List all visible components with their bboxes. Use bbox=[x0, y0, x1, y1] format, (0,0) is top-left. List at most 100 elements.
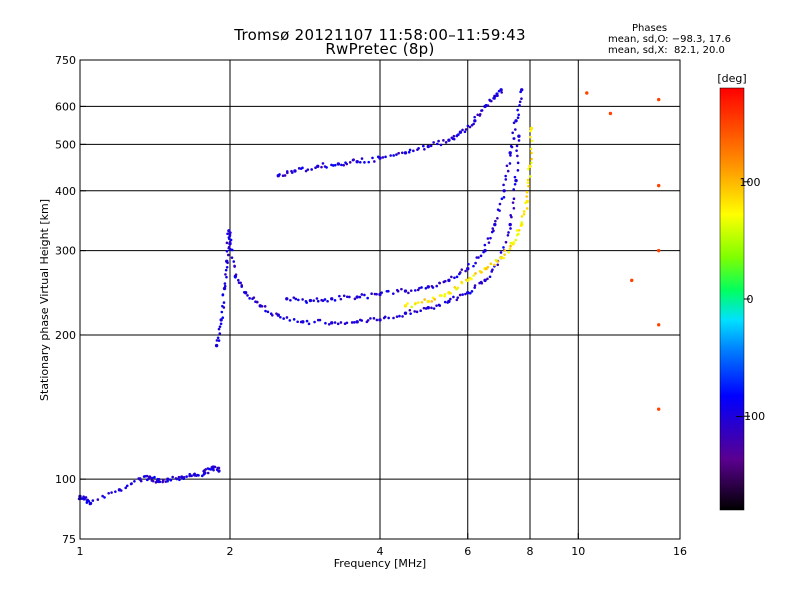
trace-point bbox=[216, 336, 220, 340]
trace-point bbox=[355, 320, 359, 324]
trace-point bbox=[263, 305, 267, 308]
trace-point bbox=[178, 478, 181, 482]
trace-point bbox=[219, 318, 223, 322]
trace-point bbox=[240, 285, 244, 288]
trace-point bbox=[525, 199, 529, 204]
trace-point bbox=[466, 278, 470, 283]
trace-point bbox=[483, 278, 487, 283]
trace-point bbox=[502, 183, 505, 187]
trace-point bbox=[478, 112, 482, 116]
trace-point bbox=[84, 496, 88, 499]
trace-point bbox=[355, 295, 359, 299]
trace-point bbox=[473, 115, 476, 119]
y-tick-label: 100 bbox=[55, 473, 76, 486]
trace-point bbox=[447, 138, 451, 142]
trace-point bbox=[371, 156, 374, 160]
trace-point bbox=[305, 301, 308, 304]
trace-point bbox=[489, 262, 493, 266]
trace-point bbox=[226, 253, 230, 257]
trace-point bbox=[516, 161, 520, 165]
trace-point bbox=[91, 499, 95, 502]
trace-point bbox=[407, 150, 411, 154]
trace-point bbox=[435, 304, 438, 307]
trace-point bbox=[504, 240, 508, 244]
trace-point bbox=[513, 182, 517, 186]
trace-point bbox=[447, 278, 451, 283]
trace-point bbox=[333, 299, 337, 302]
trace-point bbox=[350, 321, 354, 324]
trace-point bbox=[224, 268, 228, 272]
trace-point bbox=[180, 475, 184, 479]
trace-point bbox=[215, 339, 219, 342]
trace-point bbox=[417, 147, 420, 150]
trace-point bbox=[517, 113, 520, 117]
trace-point bbox=[492, 229, 495, 233]
trace-point bbox=[413, 289, 417, 292]
trace-point bbox=[190, 474, 193, 478]
trace-point bbox=[512, 197, 516, 200]
trace-point bbox=[228, 232, 231, 235]
trace-point bbox=[466, 291, 470, 295]
trace-point bbox=[473, 284, 477, 287]
trace-point bbox=[473, 119, 477, 123]
colorbar-tick-label: 0 bbox=[747, 293, 754, 306]
trace-point bbox=[509, 213, 512, 217]
trace-point bbox=[426, 306, 430, 310]
trace-point bbox=[456, 296, 460, 299]
trace-point bbox=[103, 496, 106, 499]
trace-point bbox=[227, 245, 231, 249]
trace-point bbox=[308, 298, 313, 303]
trace-point bbox=[525, 195, 529, 198]
trace-point bbox=[466, 267, 470, 271]
x-axis-ticks: 1 2 4 6 8 10 16 bbox=[77, 533, 687, 558]
trace-point bbox=[585, 91, 589, 95]
trace-point bbox=[502, 195, 506, 199]
trace-point bbox=[452, 295, 455, 299]
trace-point bbox=[332, 164, 335, 167]
chart-title: Tromsø 20121107 11:58:00–11:59:43 bbox=[234, 26, 526, 44]
trace-point bbox=[182, 475, 186, 479]
trace-point bbox=[499, 251, 503, 254]
trace-point bbox=[339, 297, 343, 301]
trace-point bbox=[193, 472, 196, 476]
y-tick-label: 750 bbox=[55, 54, 76, 67]
trace-point bbox=[301, 320, 305, 324]
trace-point bbox=[340, 163, 343, 167]
trace-point bbox=[213, 465, 217, 469]
x-tick-label: 10 bbox=[571, 545, 585, 558]
trace-point bbox=[509, 154, 512, 157]
trace-point bbox=[502, 246, 505, 249]
trace-point bbox=[438, 304, 442, 307]
trace-point bbox=[403, 151, 408, 155]
trace-point bbox=[353, 297, 357, 301]
trace-point bbox=[230, 248, 234, 252]
trace-point bbox=[508, 247, 512, 250]
trace-point bbox=[316, 299, 320, 303]
trace-point bbox=[432, 141, 435, 144]
trace-point bbox=[504, 174, 507, 178]
trace-point bbox=[509, 144, 513, 148]
trace-point bbox=[228, 242, 232, 246]
trace-point bbox=[216, 466, 219, 470]
trace-point bbox=[514, 178, 518, 183]
trace-point bbox=[416, 301, 420, 304]
trace-point bbox=[214, 343, 219, 348]
trace-point bbox=[514, 128, 517, 131]
trace-point bbox=[429, 144, 433, 148]
trace-point bbox=[487, 241, 491, 244]
trace-point bbox=[384, 155, 387, 159]
trace-point bbox=[206, 471, 210, 475]
trace-point bbox=[221, 293, 225, 296]
trace-point bbox=[130, 482, 133, 485]
trace-point bbox=[333, 321, 337, 324]
trace-point bbox=[403, 311, 408, 315]
trace-point bbox=[440, 294, 443, 297]
trace-point bbox=[229, 238, 233, 242]
trace-point bbox=[486, 237, 490, 240]
trace-point bbox=[292, 296, 296, 299]
trace-point bbox=[234, 275, 237, 279]
trace-point bbox=[529, 126, 534, 131]
trace-point bbox=[500, 91, 503, 94]
trace-point bbox=[279, 315, 282, 319]
trace-point bbox=[96, 498, 100, 501]
